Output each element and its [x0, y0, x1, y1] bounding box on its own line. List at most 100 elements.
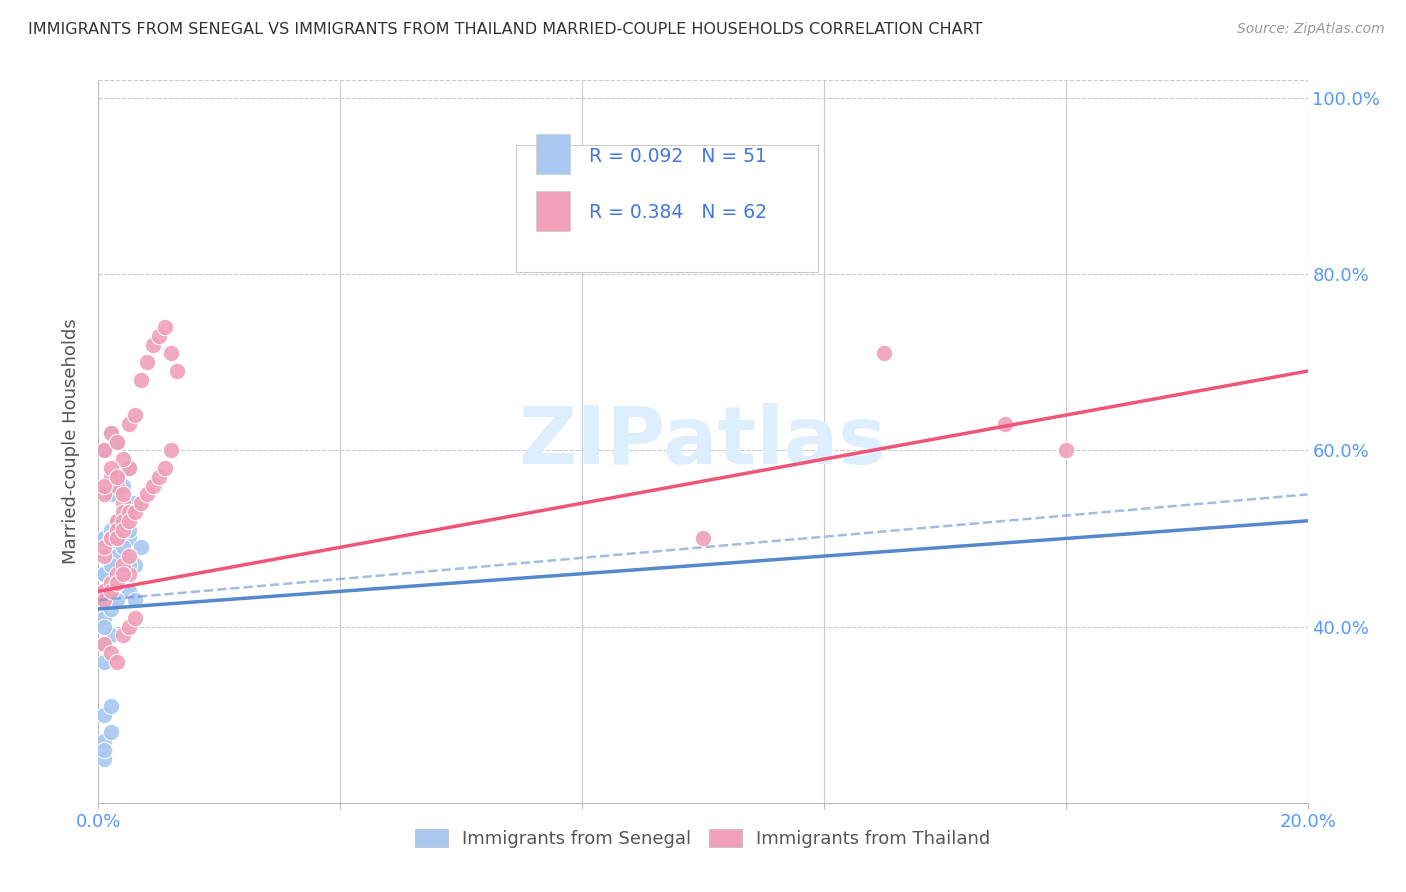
Point: [111, 523, 134, 537]
Point: [111, 541, 134, 555]
Point: [93, 584, 115, 599]
Point: [124, 408, 146, 422]
Point: [93, 707, 115, 722]
Point: [105, 514, 128, 528]
Point: [105, 532, 128, 546]
Point: [93, 637, 115, 651]
Point: [100, 425, 122, 440]
Point: [153, 320, 176, 334]
Point: [118, 532, 141, 546]
Point: [100, 541, 122, 555]
Point: [100, 584, 122, 599]
Point: [105, 523, 128, 537]
Point: [93, 566, 115, 581]
Point: [118, 558, 141, 572]
Point: [124, 593, 146, 607]
Point: [111, 496, 134, 510]
Point: [160, 443, 183, 458]
Point: [111, 452, 134, 467]
Point: [142, 478, 165, 492]
Point: [124, 611, 146, 625]
Point: [93, 637, 115, 651]
Point: [100, 558, 122, 572]
Point: [166, 364, 188, 378]
Point: [105, 523, 128, 537]
Point: [93, 487, 115, 501]
Y-axis label: Married-couple Households: Married-couple Households: [62, 318, 80, 565]
Point: [93, 743, 115, 757]
Point: [93, 443, 115, 458]
Point: [100, 523, 122, 537]
Point: [111, 514, 134, 528]
Text: R = 0.384   N = 62: R = 0.384 N = 62: [589, 203, 768, 222]
Point: [111, 558, 134, 572]
Point: [873, 346, 896, 360]
Point: [100, 725, 122, 739]
Point: [105, 470, 128, 484]
Point: [111, 566, 134, 581]
Point: [105, 566, 128, 581]
Point: [100, 532, 122, 546]
Point: [118, 461, 141, 475]
Point: [135, 487, 157, 501]
Point: [105, 566, 128, 581]
Point: [118, 549, 141, 563]
Point: [111, 487, 134, 501]
Point: [571, 241, 593, 255]
Point: [105, 575, 128, 590]
Text: IMMIGRANTS FROM SENEGAL VS IMMIGRANTS FROM THAILAND MARRIED-COUPLE HOUSEHOLDS CO: IMMIGRANTS FROM SENEGAL VS IMMIGRANTS FR…: [28, 22, 983, 37]
Point: [124, 505, 146, 519]
Point: [105, 434, 128, 449]
Text: R = 0.092   N = 51: R = 0.092 N = 51: [589, 146, 768, 166]
Point: [93, 443, 115, 458]
Point: [93, 752, 115, 766]
Point: [93, 611, 115, 625]
Point: [105, 470, 128, 484]
Point: [111, 505, 134, 519]
Point: [135, 355, 157, 369]
Point: [105, 575, 128, 590]
Point: [118, 505, 141, 519]
Point: [118, 523, 141, 537]
Point: [100, 461, 122, 475]
Point: [118, 619, 141, 633]
Point: [105, 514, 128, 528]
Point: [105, 478, 128, 492]
Point: [93, 619, 115, 633]
Point: [100, 584, 122, 599]
Point: [93, 549, 115, 563]
Point: [93, 478, 115, 492]
Point: [105, 575, 128, 590]
Bar: [536, 135, 569, 174]
Point: [105, 549, 128, 563]
Point: [93, 532, 115, 546]
Point: [118, 584, 141, 599]
Point: [118, 417, 141, 431]
Point: [100, 425, 122, 440]
Point: [118, 566, 141, 581]
Point: [148, 470, 170, 484]
Point: [100, 628, 122, 642]
Point: [153, 461, 176, 475]
Point: [100, 698, 122, 713]
Point: [118, 461, 141, 475]
Point: [105, 593, 128, 607]
Point: [118, 514, 141, 528]
Bar: [536, 191, 569, 230]
Point: [93, 584, 115, 599]
Point: [100, 532, 122, 546]
Point: [105, 434, 128, 449]
Text: ZIPatlas: ZIPatlas: [519, 402, 887, 481]
Point: [93, 734, 115, 748]
FancyBboxPatch shape: [516, 145, 818, 272]
Point: [100, 470, 122, 484]
Point: [124, 558, 146, 572]
Point: [160, 346, 183, 360]
Point: [129, 496, 152, 510]
Point: [93, 532, 115, 546]
Point: [93, 541, 115, 555]
Point: [129, 541, 152, 555]
Point: [100, 558, 122, 572]
Point: [111, 549, 134, 563]
Point: [129, 373, 152, 387]
